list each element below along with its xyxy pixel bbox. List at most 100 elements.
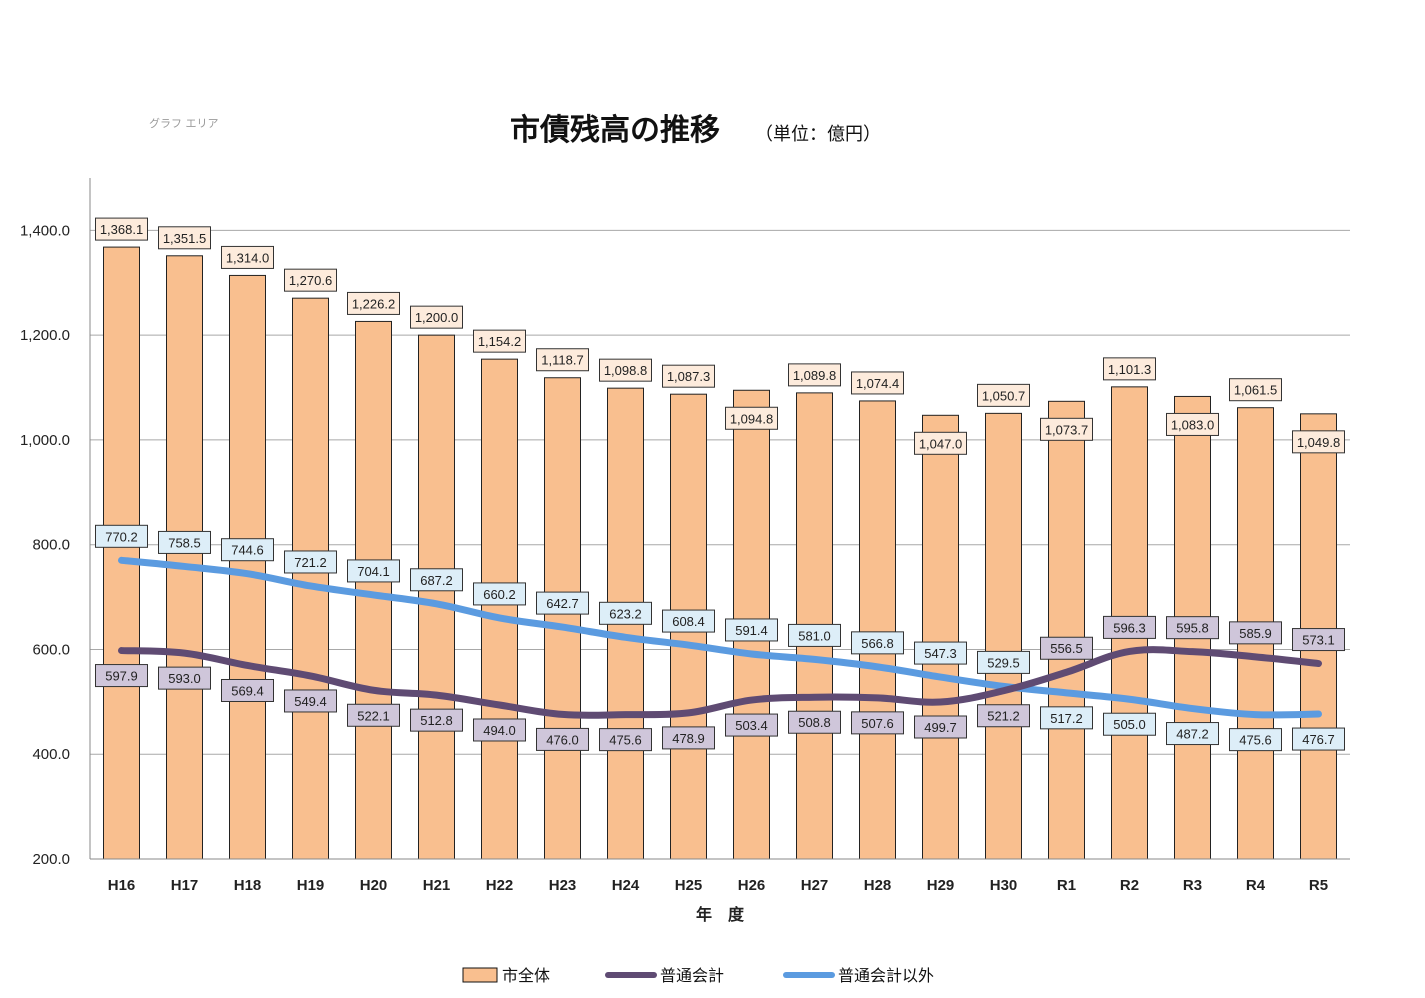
data-label-box [1166,616,1219,640]
data-label: 1,270.6 [284,268,337,292]
data-label-box [914,431,967,455]
bar [985,412,1022,860]
data-label: 1,083.0 [1166,412,1219,436]
data-label-box [158,666,211,690]
x-tick-label: H21 [423,877,451,894]
bar [418,334,455,860]
data-label-box [347,559,400,583]
data-label-box [1166,412,1219,436]
data-label-text: 512.8 [420,713,453,728]
y-tick-label: 1,000.0 [20,432,70,449]
y-tick-label: 600.0 [32,641,70,658]
data-label: 478.9 [662,726,715,750]
data-label-text: 687.2 [420,573,453,588]
data-label-text: 517.2 [1050,711,1083,726]
data-label: 566.8 [851,631,904,655]
data-label-box [1292,628,1345,652]
data-label: 744.6 [221,538,274,562]
data-label-box [662,609,715,633]
data-label-box [1103,615,1156,639]
data-label: 507.6 [851,711,904,735]
legend-label-futsu-kaikei-igai: 普通会計以外 [838,966,934,985]
data-label: 517.2 [1040,706,1093,730]
data-label: 522.1 [347,703,400,727]
data-label-text: 704.1 [357,564,390,579]
x-tick-label: H29 [927,877,955,894]
legend-label-shi-zentai: 市全体 [502,966,550,985]
chart-title: 市債残高の推移 [510,113,720,148]
data-label-text: 505.0 [1113,717,1146,732]
data-label: 608.4 [662,609,715,633]
data-label: 1,118.7 [536,348,589,372]
x-tick-label: H28 [864,877,892,894]
data-label-box [221,678,274,702]
x-tick-label: R1 [1057,877,1076,894]
x-tick-label: H22 [486,877,514,894]
data-label: 581.0 [788,623,841,647]
data-label: 1,089.8 [788,363,841,387]
bar [859,400,896,860]
x-tick-label: H23 [549,877,577,894]
data-labels: 1,368.1 1,351.5 1,314.0 1,270.6 1,226.2 1,200… [95,217,1345,752]
data-label-text: 475.6 [609,733,642,748]
axes: 200.0 400.0 600.0 800.0 1,000.0 1,200.0 1,400.… [20,178,1350,894]
data-label-box [1229,378,1282,402]
data-label-box [851,631,904,655]
data-label: 597.9 [95,664,148,688]
data-label: 642.7 [536,591,589,615]
data-label: 1,226.2 [347,291,400,315]
data-label: 1,154.2 [473,329,526,353]
data-label-text: 593.0 [168,671,201,686]
bar [166,255,203,860]
data-label-box [95,664,148,688]
data-label-box [410,305,463,329]
line-futsu-kaikei-igai [118,556,1322,719]
data-label-text: 494.0 [483,723,516,738]
data-label: 476.7 [1292,727,1345,751]
data-label-box [788,363,841,387]
data-label-text: 521.2 [987,709,1020,724]
data-label: 1,047.0 [914,431,967,455]
legend-swatch-shi-zentai [462,967,498,983]
data-label-box [662,726,715,750]
y-tick-label: 200.0 [32,851,70,868]
data-label-box [158,226,211,250]
data-label-text: 569.4 [231,683,264,698]
data-label-box [914,715,967,739]
y-tick-label: 1,200.0 [20,327,70,344]
data-label-box [725,713,778,737]
data-label-box [788,623,841,647]
data-label-text: 549.4 [294,694,327,709]
y-tick-label: 800.0 [32,537,70,554]
data-label: 508.8 [788,710,841,734]
data-label-box [725,406,778,430]
line-series [118,556,1322,719]
x-tick-label: R5 [1309,877,1328,894]
data-label: 1,073.7 [1040,417,1093,441]
data-label-box [536,727,589,751]
data-label-box [662,364,715,388]
data-label: 770.2 [95,524,148,548]
bar-series-shi-zentai [103,246,1337,860]
data-label-box [158,530,211,554]
data-label-text: 591.4 [735,623,768,638]
y-tick-label: 1,400.0 [20,222,70,239]
data-label-text: 623.2 [609,606,642,621]
data-label-text: 1,049.8 [1297,435,1340,450]
data-label-text: 660.2 [483,587,516,602]
data-label: 593.0 [158,666,211,690]
data-label: 1,074.4 [851,371,904,395]
data-label: 721.2 [284,550,337,574]
data-label: 1,061.5 [1229,378,1282,402]
data-label-box [788,710,841,734]
x-tick-label: H18 [234,877,262,894]
data-label-text: 1,050.7 [982,388,1025,403]
data-label: 475.6 [1229,728,1282,752]
data-label-box [851,711,904,735]
chart-area-tag: グラフ エリア [149,116,219,130]
data-label-text: 581.0 [798,628,831,643]
x-tick-label: H20 [360,877,388,894]
x-tick-label: H30 [990,877,1018,894]
data-label: 476.0 [536,727,589,751]
data-label-text: 529.5 [987,655,1020,670]
